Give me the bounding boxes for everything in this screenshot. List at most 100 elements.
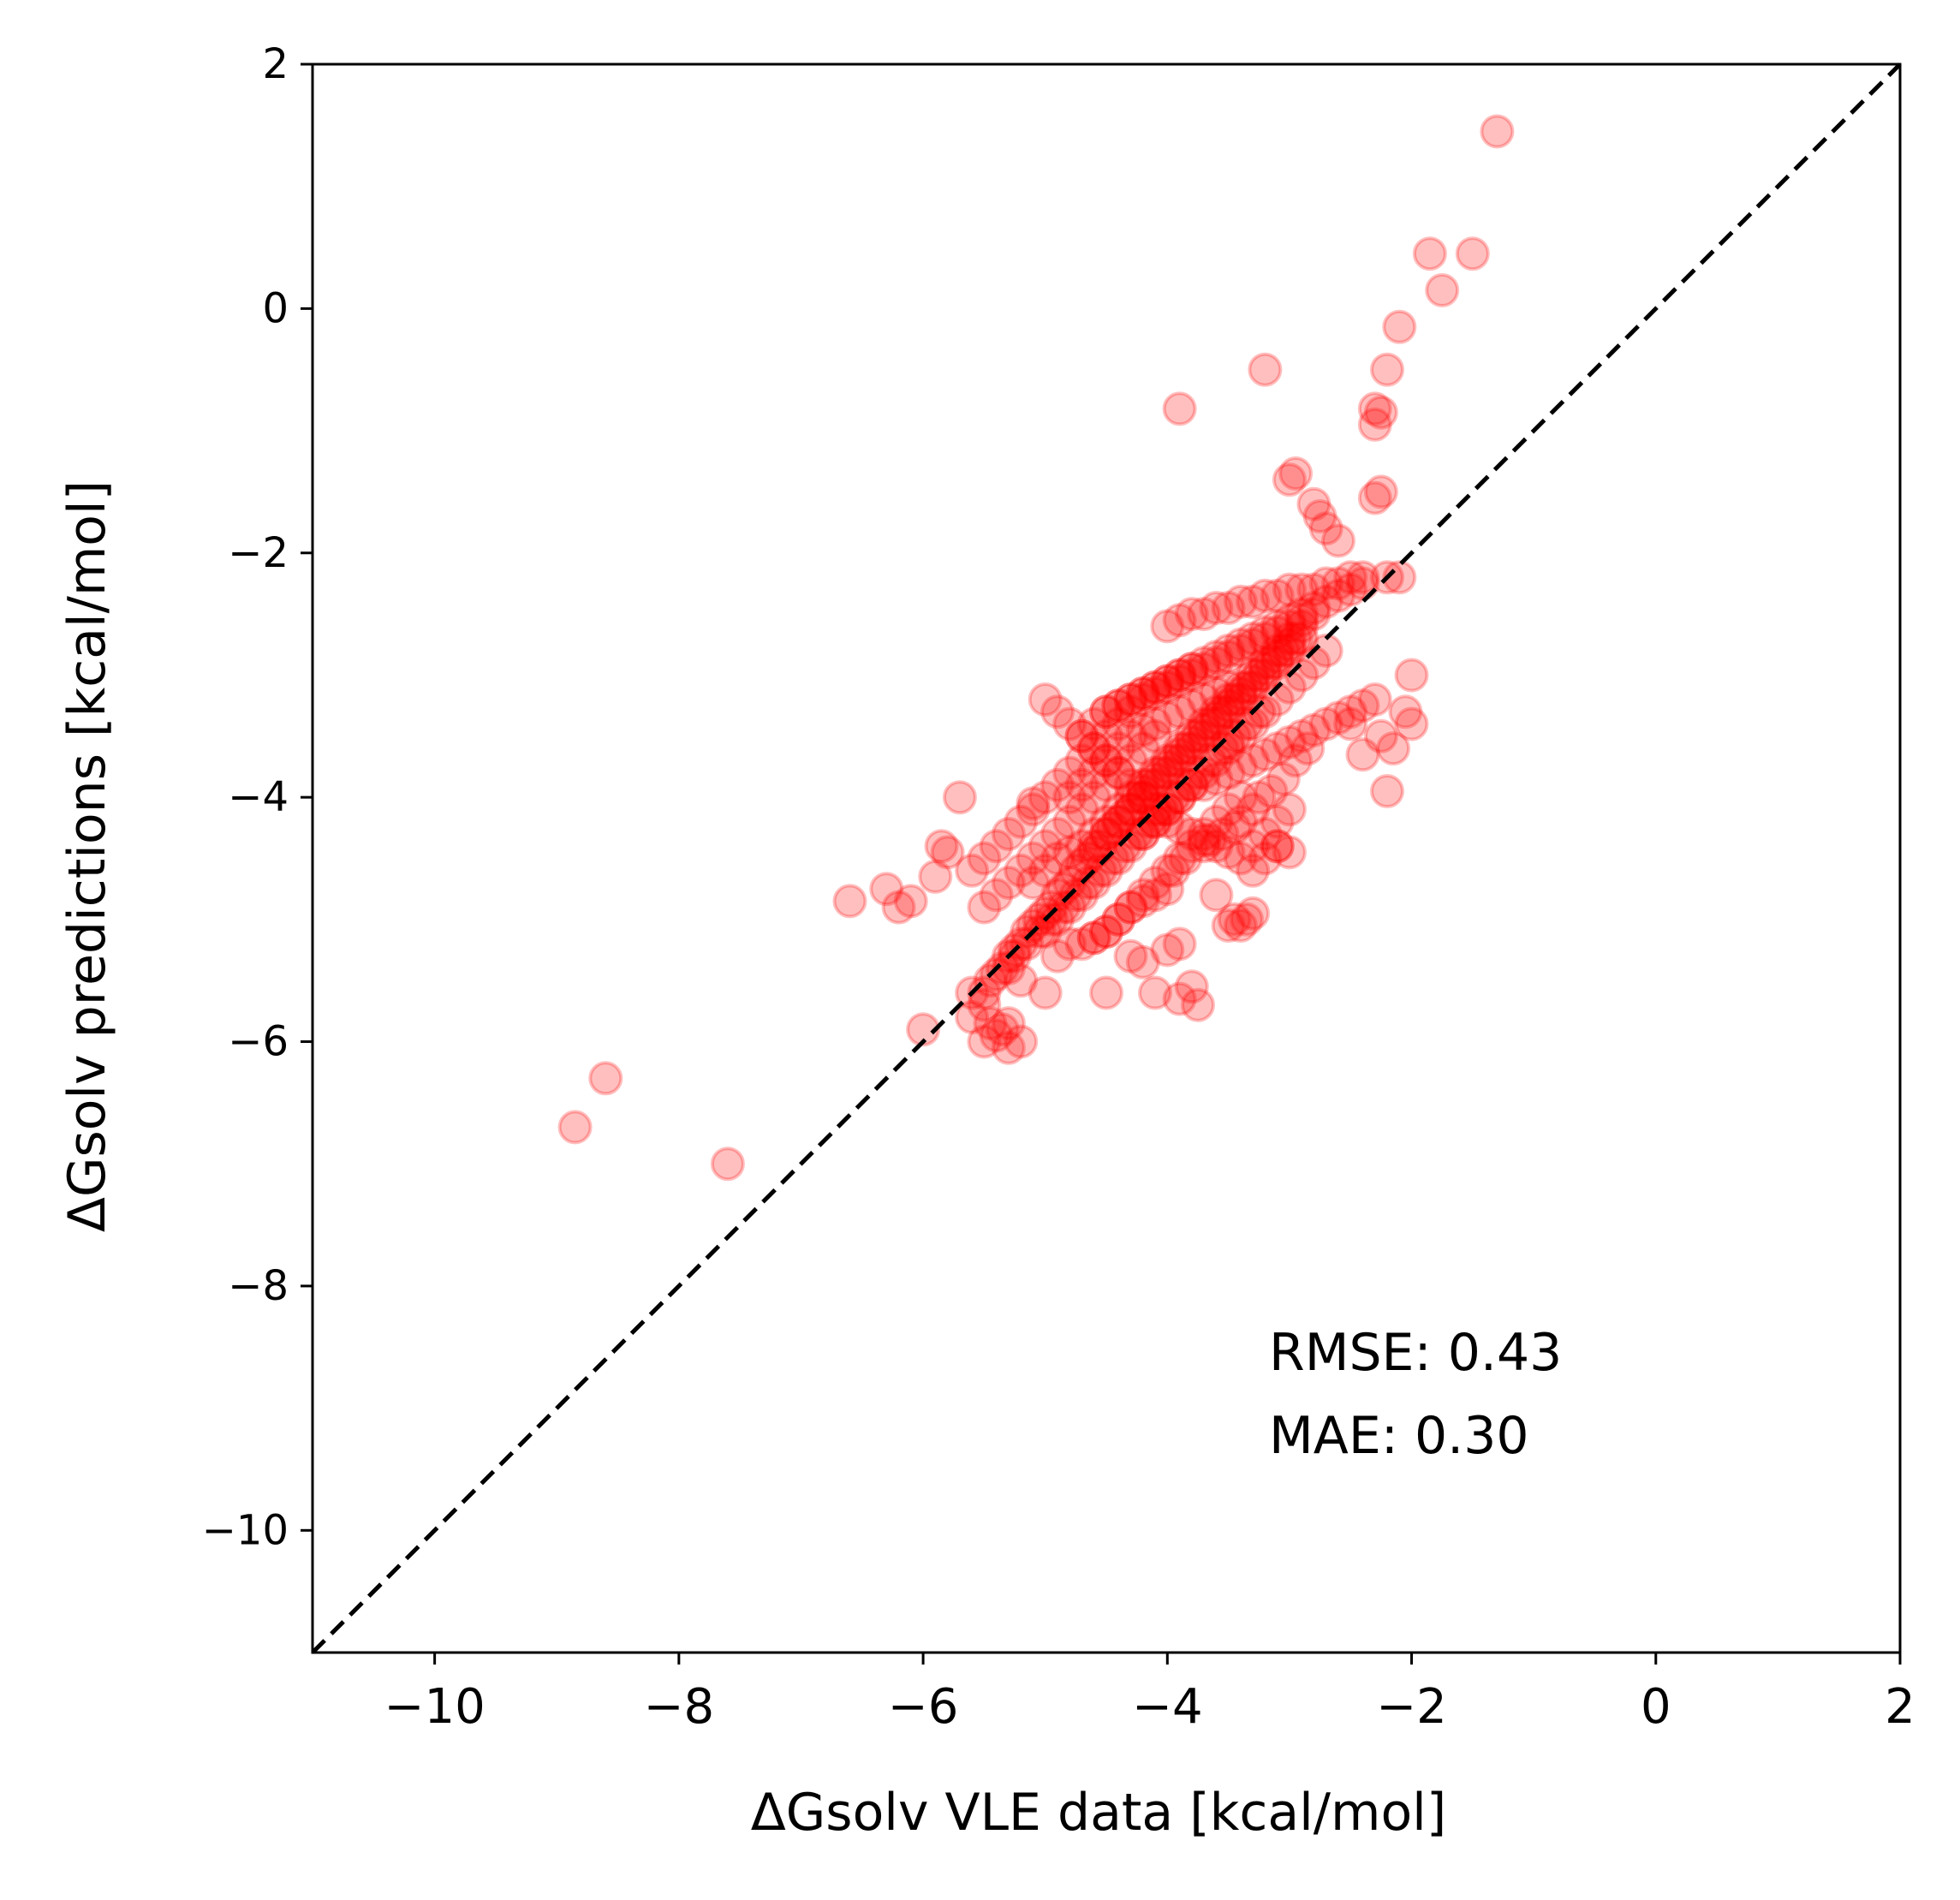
scatter-point <box>1248 658 1283 693</box>
scatter-point <box>1187 829 1222 864</box>
scatter-point <box>1064 718 1099 753</box>
scatter-point <box>1052 866 1087 900</box>
scatter-point <box>967 890 1002 925</box>
scatter-point <box>985 950 1020 986</box>
scatter-point <box>1113 743 1148 778</box>
scatter-point <box>1162 731 1197 766</box>
scatter-point <box>1211 688 1246 724</box>
scatter-point <box>1248 352 1283 387</box>
x-axis-title: ΔGsolv VLE data [kcal/mol] <box>751 1783 1446 1843</box>
scatter-point <box>1254 774 1289 808</box>
scatter-point <box>1022 914 1057 950</box>
scatter-point <box>1125 817 1160 851</box>
x-axis-ticks: −10 −8 −6 −4 −2 0 2 <box>384 1653 1915 1735</box>
scatter-point <box>1138 804 1172 839</box>
scatter-point <box>1064 743 1099 778</box>
scatter-point <box>1260 609 1295 644</box>
x-tick-label: −4 <box>1132 1679 1203 1735</box>
scatter-point <box>1028 914 1063 950</box>
scatter-point <box>1187 682 1222 717</box>
scatter-point <box>1260 682 1295 717</box>
scatter-point <box>979 878 1014 913</box>
x-tick-label: 2 <box>1885 1679 1915 1735</box>
scatter-point <box>1187 718 1222 753</box>
scatter-point <box>1150 609 1185 644</box>
scatter-point <box>1156 853 1191 888</box>
scatter-point <box>1296 597 1331 632</box>
scatter-point <box>1248 615 1283 650</box>
scatter-point <box>924 829 959 864</box>
scatter-point <box>1138 866 1172 900</box>
scatter-point <box>1223 804 1258 839</box>
scatter-point <box>1357 407 1392 442</box>
scatter-point <box>1162 743 1197 778</box>
scatter-point <box>1187 597 1222 632</box>
scatter-point <box>1028 975 1063 1010</box>
scatter-point <box>1223 908 1258 943</box>
scatter-point <box>1376 731 1411 766</box>
scatter-point <box>1046 872 1081 907</box>
scatter-point <box>1236 896 1271 931</box>
scatter-point <box>1052 890 1087 925</box>
scatter-point <box>1455 236 1490 271</box>
scatter-point <box>1089 694 1123 730</box>
scatter-point <box>1150 664 1185 699</box>
scatter-point <box>1242 694 1277 730</box>
scatter-point <box>1193 706 1228 742</box>
scatter-point <box>1284 572 1320 607</box>
scatter-point <box>1168 731 1203 766</box>
x-tick-label: −10 <box>384 1679 486 1735</box>
scatter-point <box>1150 755 1185 790</box>
scatter-point <box>979 957 1014 992</box>
scatter-point <box>1211 591 1246 625</box>
scatter-point <box>1125 780 1160 815</box>
scatter-point <box>1272 633 1307 668</box>
scatter-point <box>1058 878 1093 913</box>
scatter-point <box>979 1018 1014 1053</box>
scatter-point <box>869 872 904 907</box>
scatter-point <box>1205 731 1240 766</box>
scatter-point <box>1308 584 1343 619</box>
scatter-point <box>1217 682 1252 717</box>
scatter-point <box>1266 761 1301 796</box>
scatter-point <box>1089 743 1123 778</box>
scatter-point <box>1236 792 1271 827</box>
scatter-point <box>1076 829 1111 864</box>
scatter-point <box>942 780 977 815</box>
scatter-point <box>1272 462 1307 497</box>
scatter-point <box>1181 987 1215 1022</box>
scatter-point <box>1211 694 1246 730</box>
scatter-point <box>1174 817 1209 851</box>
scatter-point <box>1004 963 1039 998</box>
scatter-point <box>1162 664 1197 699</box>
scatter-point <box>1193 823 1228 858</box>
scatter-point <box>1125 780 1160 815</box>
scatter-point <box>1199 829 1234 864</box>
scatter-point <box>1254 646 1289 681</box>
scatter-point <box>1101 902 1136 937</box>
scatter-point <box>1272 792 1307 827</box>
scatter-point <box>1199 591 1234 625</box>
scatter-point <box>1211 731 1246 766</box>
scatter-point <box>1272 724 1307 759</box>
scatter-point <box>1187 817 1222 851</box>
scatter-point <box>1034 890 1069 925</box>
scatter-point <box>710 1147 745 1182</box>
scatter-point <box>1162 694 1197 730</box>
scatter-point <box>1101 804 1136 839</box>
scatter-point <box>1064 926 1099 962</box>
scatter-point <box>1022 902 1057 937</box>
scatter-point <box>1248 652 1283 687</box>
scatter-point <box>1034 902 1069 937</box>
scatter-point <box>1382 309 1417 344</box>
scatter-point <box>1010 914 1045 950</box>
scatter-point <box>1199 676 1234 711</box>
scatter-point <box>918 859 953 894</box>
scatter-point <box>1211 755 1246 790</box>
scatter-point <box>1113 718 1148 753</box>
x-tick-label: −6 <box>888 1679 959 1735</box>
scatter-point <box>1357 682 1392 717</box>
scatter-point <box>1174 767 1209 802</box>
scatter-point <box>1040 694 1075 730</box>
